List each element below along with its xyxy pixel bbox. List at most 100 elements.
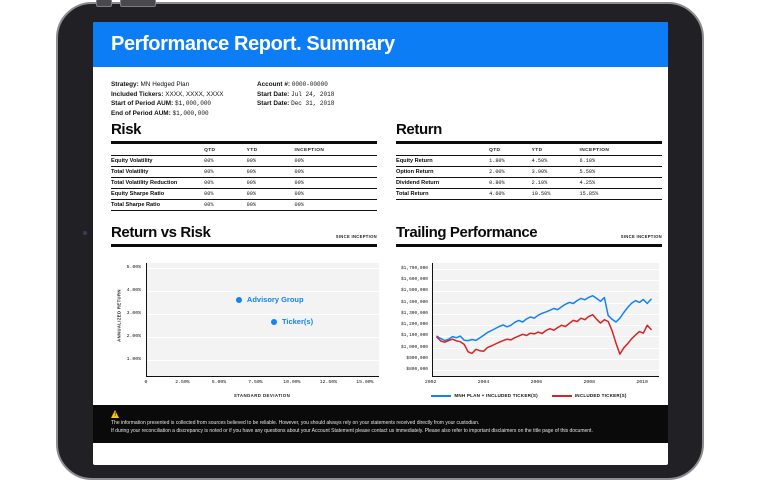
table-row: Total Volatility Reduction 00% 00% 00% bbox=[111, 178, 377, 189]
return-vs-risk-chart: Return vs Risk SINCE INCEPTION Advisory … bbox=[111, 225, 379, 407]
gridline bbox=[147, 313, 379, 315]
table-row: Total Return 4.60% 10.50% 15.85% bbox=[396, 189, 662, 200]
y-tick-label: $1,500,000 bbox=[400, 288, 428, 294]
chart-header: Return vs Risk SINCE INCEPTION bbox=[111, 225, 377, 241]
meta-label: Account #: bbox=[257, 81, 292, 88]
table-header-cell: YTD bbox=[246, 148, 258, 153]
meta-label: Included Tickers: bbox=[111, 90, 166, 98]
y-tick-label: $1,200,000 bbox=[400, 322, 428, 328]
gridline bbox=[147, 359, 379, 361]
disclaimer-line-2: If during your reconciliation a discrepa… bbox=[111, 428, 593, 434]
table-cell: 1.80% bbox=[489, 158, 505, 164]
x-tick-label: 10.00% bbox=[283, 380, 301, 385]
table-row: Option Return 2.00% 3.90% 5.50% bbox=[396, 167, 662, 178]
table-cell: 5.50% bbox=[579, 169, 596, 175]
gridline bbox=[147, 267, 379, 269]
table-cell: 10.50% bbox=[531, 191, 551, 197]
table-cell: 4.50% bbox=[531, 158, 548, 164]
x-tick-label: 2002 bbox=[424, 380, 437, 385]
meta-value: XXXX, XXXX, XXXX bbox=[165, 90, 224, 98]
section-rule bbox=[111, 244, 377, 247]
meta-value: $1,000,000 bbox=[172, 109, 209, 117]
table-cell: 0.80% bbox=[489, 180, 505, 186]
table-cell: 00% bbox=[294, 169, 304, 175]
legend-item: INCLUDED TICKER(S) bbox=[551, 393, 627, 398]
report-header-bar: Performance Report. Summary bbox=[93, 22, 668, 67]
row-label: Equity Volatility bbox=[111, 158, 153, 164]
gridline bbox=[433, 313, 659, 315]
table-header-cell: QTD bbox=[489, 148, 501, 153]
risk-table: QTD YTD INCEPTION Equity Volatility 00% 00% 00… bbox=[111, 144, 377, 211]
table-header-row: QTD YTD INCEPTION bbox=[111, 144, 377, 156]
line-chart-plot bbox=[432, 263, 659, 377]
return-table: QTD YTD INCEPTION Equity Return 1.80% 4.50% 6.… bbox=[396, 144, 662, 200]
disclaimer-footer: ! The information presented is collected… bbox=[93, 405, 668, 443]
meta-label: Start Date: bbox=[257, 100, 292, 107]
table-cell: 00% bbox=[204, 202, 214, 208]
gridline bbox=[433, 347, 659, 349]
table-cell: 00% bbox=[246, 191, 256, 197]
row-label: Equity Return bbox=[396, 158, 433, 164]
table-row: Total Sharpe Ratio 00% 00% 00% bbox=[111, 200, 377, 211]
table-header-cell bbox=[396, 148, 489, 153]
table-cell: 00% bbox=[204, 169, 214, 175]
y-tick-label: $1,000,000 bbox=[400, 344, 428, 350]
line-series bbox=[436, 314, 652, 355]
risk-section-title: Risk bbox=[111, 121, 142, 138]
table-cell: 00% bbox=[246, 180, 256, 186]
chart-header: Trailing Performance SINCE INCEPTION bbox=[396, 225, 662, 241]
table-header-row: QTD YTD INCEPTION bbox=[396, 144, 662, 156]
meta-value: MN Hedged Plan bbox=[140, 81, 190, 88]
table-header-cell: YTD bbox=[531, 148, 543, 153]
trailing-performance-chart: Trailing Performance SINCE INCEPTION MNH… bbox=[396, 225, 662, 407]
meta-line: Start Date: Jul 24, 2018 bbox=[257, 90, 334, 100]
table-cell: 00% bbox=[204, 158, 214, 164]
row-label: Total Volatility Reduction bbox=[111, 180, 178, 186]
table-cell: 4.60% bbox=[489, 191, 505, 197]
x-tick-label: 2.50% bbox=[175, 380, 190, 385]
meta-line: Strategy: MN Hedged Plan bbox=[111, 80, 224, 90]
return-section: Return QTD YTD INCEPTION Equity Return 1.80%… bbox=[396, 122, 662, 200]
meta-line: Start Date: Dec 31, 2018 bbox=[257, 99, 334, 109]
row-label: Option Return bbox=[396, 169, 434, 175]
x-tick-label: 2004 bbox=[477, 380, 490, 385]
chart-legend: MNH PLAN + INCLUDED TICKER(S) INCLUDED T… bbox=[396, 393, 662, 398]
y-tick-label: 5.00% bbox=[126, 264, 141, 270]
disclaimer-line-1: The information presented is collected f… bbox=[111, 420, 480, 426]
meta-line: End of Period AUM: $1,000,000 bbox=[111, 109, 224, 119]
scatter-plot: Advisory Group Ticker(s) bbox=[146, 263, 379, 377]
x-tick-label: 2006 bbox=[530, 380, 543, 385]
data-point bbox=[270, 318, 277, 325]
table-row: Equity Volatility 00% 00% 00% bbox=[111, 156, 377, 167]
risk-section: Risk QTD YTD INCEPTION Equity Volatility 00%… bbox=[111, 122, 377, 211]
point-label: Advisory Group bbox=[246, 295, 304, 305]
y-tick-label: 3.00% bbox=[126, 310, 141, 316]
gridline bbox=[433, 358, 659, 360]
table-cell: 2.10% bbox=[531, 180, 548, 186]
meta-value: $1,000,000 bbox=[175, 100, 212, 107]
table-cell: 6.10% bbox=[579, 158, 596, 164]
row-label: Equity Sharpe Ratio bbox=[111, 191, 165, 197]
meta-label: Strategy: bbox=[111, 81, 141, 88]
meta-line: Included Tickers: XXXX, XXXX, XXXX bbox=[111, 90, 224, 100]
y-tick-label: $1,600,000 bbox=[400, 277, 428, 283]
section-rule bbox=[396, 244, 662, 247]
gridline bbox=[433, 268, 659, 270]
table-row: Equity Sharpe Ratio 00% 00% 00% bbox=[111, 189, 377, 200]
legend-label: INCLUDED TICKER(S) bbox=[574, 393, 627, 398]
gridline bbox=[147, 290, 379, 292]
point-label: Ticker(s) bbox=[281, 317, 314, 327]
gridline bbox=[433, 325, 659, 327]
meta-label: Start of Period AUM: bbox=[111, 100, 176, 107]
table-cell: 00% bbox=[204, 180, 214, 186]
table-header-cell: INCEPTION bbox=[579, 148, 610, 153]
data-point bbox=[235, 296, 242, 303]
scatter-plot-area: Advisory Group Ticker(s) ANNUALIZED RETUR… bbox=[111, 247, 379, 407]
table-cell: 00% bbox=[246, 202, 256, 208]
meta-label: End of Period AUM: bbox=[111, 109, 173, 117]
y-tick-label: $800,000 bbox=[406, 367, 428, 373]
x-tick-label: 2010 bbox=[636, 380, 648, 385]
report-meta-left: Strategy: MN Hedged Plan Included Tickers… bbox=[111, 80, 224, 118]
report-title: Performance Report. Summary bbox=[111, 33, 395, 55]
table-cell: 15.85% bbox=[579, 191, 599, 197]
